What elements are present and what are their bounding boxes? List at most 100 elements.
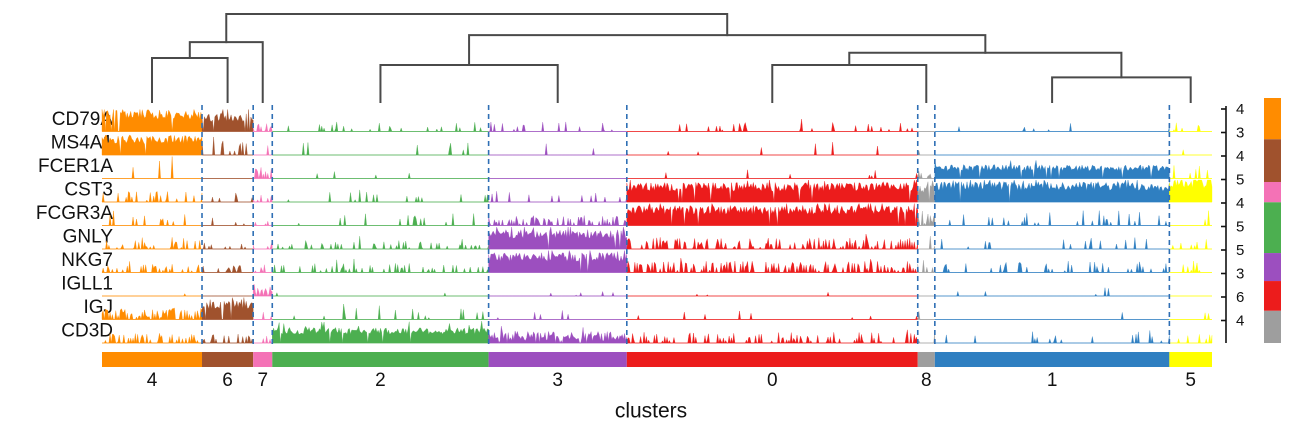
dendrogram-link bbox=[1051, 76, 1192, 103]
scale-max-ms4a1: 3 bbox=[1236, 124, 1244, 141]
gene-label-gnly: GNLY bbox=[63, 226, 114, 247]
dendrogram bbox=[151, 13, 1192, 103]
track-area-ms4a1-cluster-6 bbox=[201, 136, 254, 156]
track-area-cst3-cluster-3 bbox=[488, 191, 627, 203]
track-area-cd79a-cluster-2 bbox=[272, 121, 489, 133]
scale-max-fcgr3a: 4 bbox=[1236, 195, 1244, 212]
x-axis-title: clusters bbox=[615, 400, 687, 423]
legend-color-segment-1 bbox=[1264, 139, 1281, 182]
track-area-cst3-cluster-8 bbox=[917, 180, 936, 203]
cluster-bar-segment-1[interactable] bbox=[934, 352, 1170, 367]
cluster-bar-segment-3[interactable] bbox=[488, 352, 627, 367]
track-area-igj-cluster-8 bbox=[917, 311, 935, 320]
dendrogram-link bbox=[468, 34, 987, 67]
scale-max-labels: 4 3 4 5 4 5 5 3 6 4 bbox=[1236, 101, 1244, 330]
track-area-igll1-cluster-2 bbox=[272, 292, 489, 297]
track-area-cd3d-cluster-4 bbox=[102, 333, 203, 344]
track-area-fcgr3a-cluster-3 bbox=[488, 215, 628, 227]
track-area-cd3d-cluster-1 bbox=[934, 330, 1170, 344]
track-area-igj-cluster-5 bbox=[1169, 312, 1212, 320]
track-area-igll1-cluster-4 bbox=[102, 293, 203, 297]
track-area-igll1-cluster-3 bbox=[488, 290, 627, 297]
track-area-igj-cluster-7 bbox=[253, 312, 273, 320]
track-area-cst3-cluster-1 bbox=[934, 179, 1170, 203]
track-area-ms4a1-cluster-0 bbox=[626, 142, 918, 156]
gene-label-cd79a: CD79A bbox=[52, 109, 114, 130]
track-area-igll1-cluster-7 bbox=[253, 284, 273, 297]
track-area-gnly-cluster-1 bbox=[934, 237, 1170, 250]
cluster-label-6: 6 bbox=[222, 370, 233, 391]
gene-label-cst3: CST3 bbox=[64, 179, 113, 200]
track-area-igj-cluster-6 bbox=[201, 297, 254, 320]
cluster-bar-segment-8[interactable] bbox=[917, 352, 935, 367]
dendrogram-link bbox=[151, 57, 229, 103]
cluster-bar-segment-0[interactable] bbox=[626, 352, 918, 367]
track-area-ms4a1-cluster-7 bbox=[253, 145, 273, 156]
track-area-nkg7-cluster-4 bbox=[101, 261, 203, 273]
track-area-igj-cluster-2 bbox=[272, 303, 489, 320]
track-area-fcgr3a-cluster-0 bbox=[626, 202, 918, 226]
track-area-igj-cluster-4 bbox=[101, 307, 203, 320]
gene-label-igll1: IGLL1 bbox=[61, 273, 113, 294]
cluster-bar-segment-4[interactable] bbox=[102, 352, 203, 367]
track-area-igll1-cluster-0 bbox=[626, 291, 918, 297]
track-area-igj-cluster-3 bbox=[488, 310, 627, 320]
track-area-fcer1a-cluster-5 bbox=[1169, 165, 1212, 179]
cluster-bar-segment-6[interactable] bbox=[202, 352, 254, 367]
track-area-cst3-cluster-4 bbox=[101, 191, 203, 203]
track-area-fcgr3a-cluster-4 bbox=[102, 210, 203, 226]
track-area-fcer1a-cluster-1 bbox=[934, 159, 1170, 179]
track-area-gnly-cluster-4 bbox=[102, 237, 203, 250]
dendrogram-link bbox=[225, 13, 729, 44]
track-area-cst3-cluster-6 bbox=[202, 192, 254, 203]
track-area-fcer1a-cluster-0 bbox=[626, 169, 918, 180]
legend-color-segment-6 bbox=[1264, 310, 1281, 343]
legend-color-segment-5 bbox=[1264, 281, 1281, 311]
cluster-bar-segment-7[interactable] bbox=[253, 352, 273, 367]
track-area-fcer1a-cluster-8 bbox=[917, 171, 935, 179]
cluster-label-2: 2 bbox=[375, 370, 386, 391]
track-area-cst3-cluster-5 bbox=[1169, 179, 1213, 203]
cluster-label-4: 4 bbox=[147, 370, 158, 391]
track-area-cd79a-cluster-6 bbox=[201, 109, 254, 132]
cluster-color-bar bbox=[102, 352, 1212, 367]
track-area-cd79a-cluster-4 bbox=[101, 108, 203, 132]
track-area-nkg7-cluster-0 bbox=[626, 258, 918, 274]
expression-tracks bbox=[101, 108, 1213, 344]
gene-label-igj: IGJ bbox=[83, 297, 113, 318]
track-area-igll1-cluster-1 bbox=[934, 287, 1170, 297]
legend-color-segment-0 bbox=[1264, 98, 1281, 140]
scale-max-gnly: 5 bbox=[1236, 218, 1244, 235]
cluster-label-8: 8 bbox=[921, 370, 932, 391]
cluster-separator-lines bbox=[201, 105, 1171, 345]
scale-max-cd79a: 4 bbox=[1236, 101, 1244, 118]
track-area-cd79a-cluster-0 bbox=[626, 119, 918, 132]
track-area-igj-cluster-1 bbox=[934, 312, 1170, 320]
track-area-cd79a-cluster-7 bbox=[253, 123, 273, 132]
cluster-label-1: 1 bbox=[1047, 370, 1058, 391]
cluster-bar-segment-2[interactable] bbox=[272, 352, 489, 367]
track-area-cd3d-cluster-7 bbox=[253, 336, 273, 344]
track-area-cd3d-cluster-0 bbox=[626, 329, 918, 344]
dendrogram-link bbox=[771, 64, 928, 103]
track-area-fcer1a-cluster-2 bbox=[272, 171, 489, 179]
cluster-bar-segment-5[interactable] bbox=[1169, 352, 1212, 367]
cluster-legend-strip bbox=[1264, 98, 1281, 343]
track-area-cd79a-cluster-1 bbox=[934, 123, 1170, 132]
track-area-nkg7-cluster-5 bbox=[1169, 261, 1212, 274]
track-area-igj-cluster-0 bbox=[626, 310, 918, 320]
track-area-nkg7-cluster-1 bbox=[934, 261, 1170, 273]
track-area-ms4a1-cluster-5 bbox=[1169, 149, 1212, 156]
track-area-fcgr3a-cluster-6 bbox=[202, 217, 254, 226]
track-area-fcgr3a-cluster-8 bbox=[917, 210, 936, 227]
cluster-label-row: 4 6 7 2 3 0 8 1 5 bbox=[147, 370, 1196, 391]
track-area-nkg7-cluster-8 bbox=[917, 260, 935, 273]
track-area-gnly-cluster-0 bbox=[626, 234, 918, 250]
track-area-gnly-cluster-3 bbox=[488, 226, 627, 250]
track-area-nkg7-cluster-3 bbox=[488, 250, 627, 273]
legend-color-segment-2 bbox=[1264, 182, 1281, 203]
scale-max-fcer1a: 4 bbox=[1236, 148, 1244, 165]
track-area-gnly-cluster-2 bbox=[272, 236, 489, 250]
